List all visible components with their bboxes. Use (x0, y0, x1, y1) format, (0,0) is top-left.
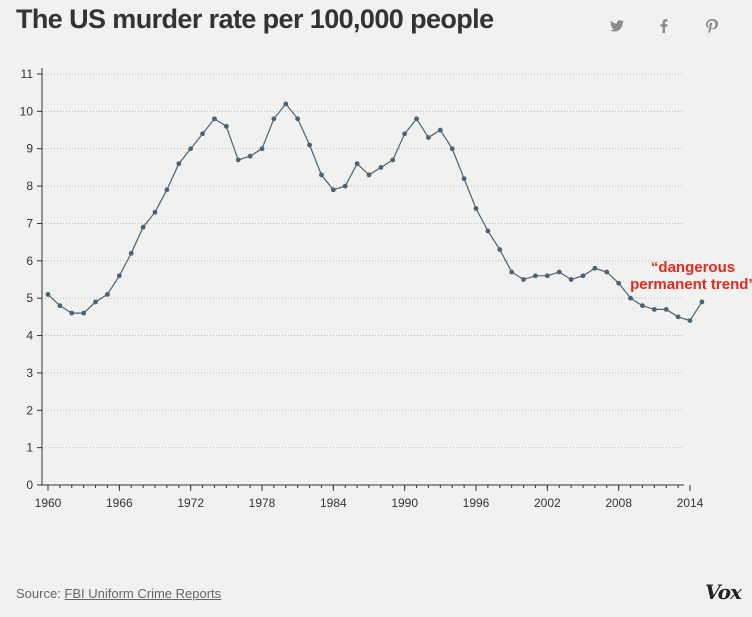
x-tick-label: 1990 (391, 496, 418, 510)
data-point (176, 161, 182, 167)
data-point (628, 295, 633, 301)
data-point (473, 206, 479, 211)
y-gridlines (42, 73, 684, 449)
y-tick-label: 10 (20, 104, 34, 118)
data-point (521, 277, 526, 282)
facebook-share-button[interactable] (654, 16, 674, 36)
data-point (295, 116, 301, 122)
data-point (307, 142, 312, 148)
x-tick-label: 1966 (106, 496, 133, 510)
x-tick-label: 1996 (463, 496, 490, 510)
data-point (533, 273, 538, 279)
data-point (93, 299, 98, 305)
y-tick-label: 1 (26, 441, 33, 455)
data-point (616, 280, 622, 286)
data-point (580, 273, 586, 279)
facebook-icon (660, 19, 668, 33)
series-line (47, 102, 703, 322)
data-point (485, 228, 491, 234)
y-tick-label: 2 (26, 403, 33, 417)
y-tick-label: 8 (26, 179, 33, 193)
data-point (509, 269, 515, 275)
x-tick-label: 1984 (320, 496, 347, 510)
vox-logo: Vox (705, 580, 742, 604)
y-tick-label: 5 (26, 291, 33, 305)
twitter-icon (610, 20, 624, 32)
data-point (461, 176, 467, 182)
data-point (592, 265, 598, 271)
y-tick-label: 6 (26, 254, 33, 268)
data-point (437, 127, 443, 133)
data-point (116, 273, 122, 279)
data-point (663, 306, 669, 312)
data-point (675, 314, 681, 320)
source-prefix: Source: (16, 586, 65, 601)
data-point (390, 157, 396, 163)
data-point (212, 116, 217, 122)
data-point (568, 277, 574, 282)
data-point (544, 273, 550, 279)
twitter-share-button[interactable] (607, 16, 627, 36)
y-tick-label: 0 (26, 478, 33, 492)
data-point (57, 303, 63, 309)
data-point (200, 131, 205, 137)
x-axis: 1960 1966 1972 1978 1984 1990 1996 2002 2008 2014 (35, 484, 704, 510)
data-point (319, 172, 324, 178)
y-tick-label: 4 (26, 329, 33, 343)
data-point (699, 299, 705, 305)
data-point (259, 146, 265, 152)
source-note: Source: FBI Uniform Crime Reports (16, 586, 221, 601)
data-point (81, 310, 87, 316)
x-tick-label: 2008 (605, 496, 632, 510)
data-point (651, 306, 657, 312)
data-point (378, 165, 384, 170)
annotation-label: permanent trend” (630, 276, 752, 293)
page-title: The US murder rate per 100,000 people (16, 4, 494, 34)
data-point (354, 161, 360, 167)
data-point (128, 250, 134, 256)
data-point (330, 187, 336, 193)
data-point (235, 157, 241, 163)
data-point (164, 187, 170, 193)
y-tick-label: 7 (26, 216, 33, 230)
source-link[interactable]: FBI Uniform Crime Reports (64, 586, 222, 601)
data-point (140, 224, 146, 230)
data-point (402, 131, 408, 137)
data-point (69, 310, 75, 316)
y-tick-label: 9 (26, 142, 33, 156)
data-point (414, 116, 419, 122)
data-point (283, 101, 289, 107)
x-tick-label: 2002 (534, 496, 561, 510)
y-tick-label: 3 (26, 366, 33, 380)
data-point (497, 247, 503, 253)
data-point (556, 269, 562, 275)
data-point (188, 146, 194, 152)
pinterest-icon (706, 18, 718, 34)
y-tick-label: 11 (21, 67, 34, 81)
data-point (366, 172, 372, 178)
x-tick-label: 1960 (35, 496, 62, 510)
y-axis-ticks: 0 1 2 3 4 5 6 7 8 9 10 11 (20, 67, 43, 492)
data-point (271, 116, 277, 122)
data-point (247, 153, 253, 159)
data-point (223, 123, 229, 129)
x-tick-label: 2014 (677, 496, 704, 510)
data-point (45, 292, 51, 297)
data-point (342, 183, 348, 189)
data-point (105, 292, 110, 297)
pinterest-share-button[interactable] (702, 16, 722, 36)
x-tick-label: 1978 (249, 496, 276, 510)
data-point (687, 318, 693, 323)
data-point (426, 135, 431, 140)
annotation-label: “dangerous (651, 259, 735, 276)
data-point (640, 303, 645, 309)
data-point (152, 209, 158, 215)
series-murder-rate (45, 101, 705, 323)
x-tick-label: 1972 (177, 496, 204, 510)
data-point (604, 269, 610, 275)
data-point (449, 146, 455, 152)
